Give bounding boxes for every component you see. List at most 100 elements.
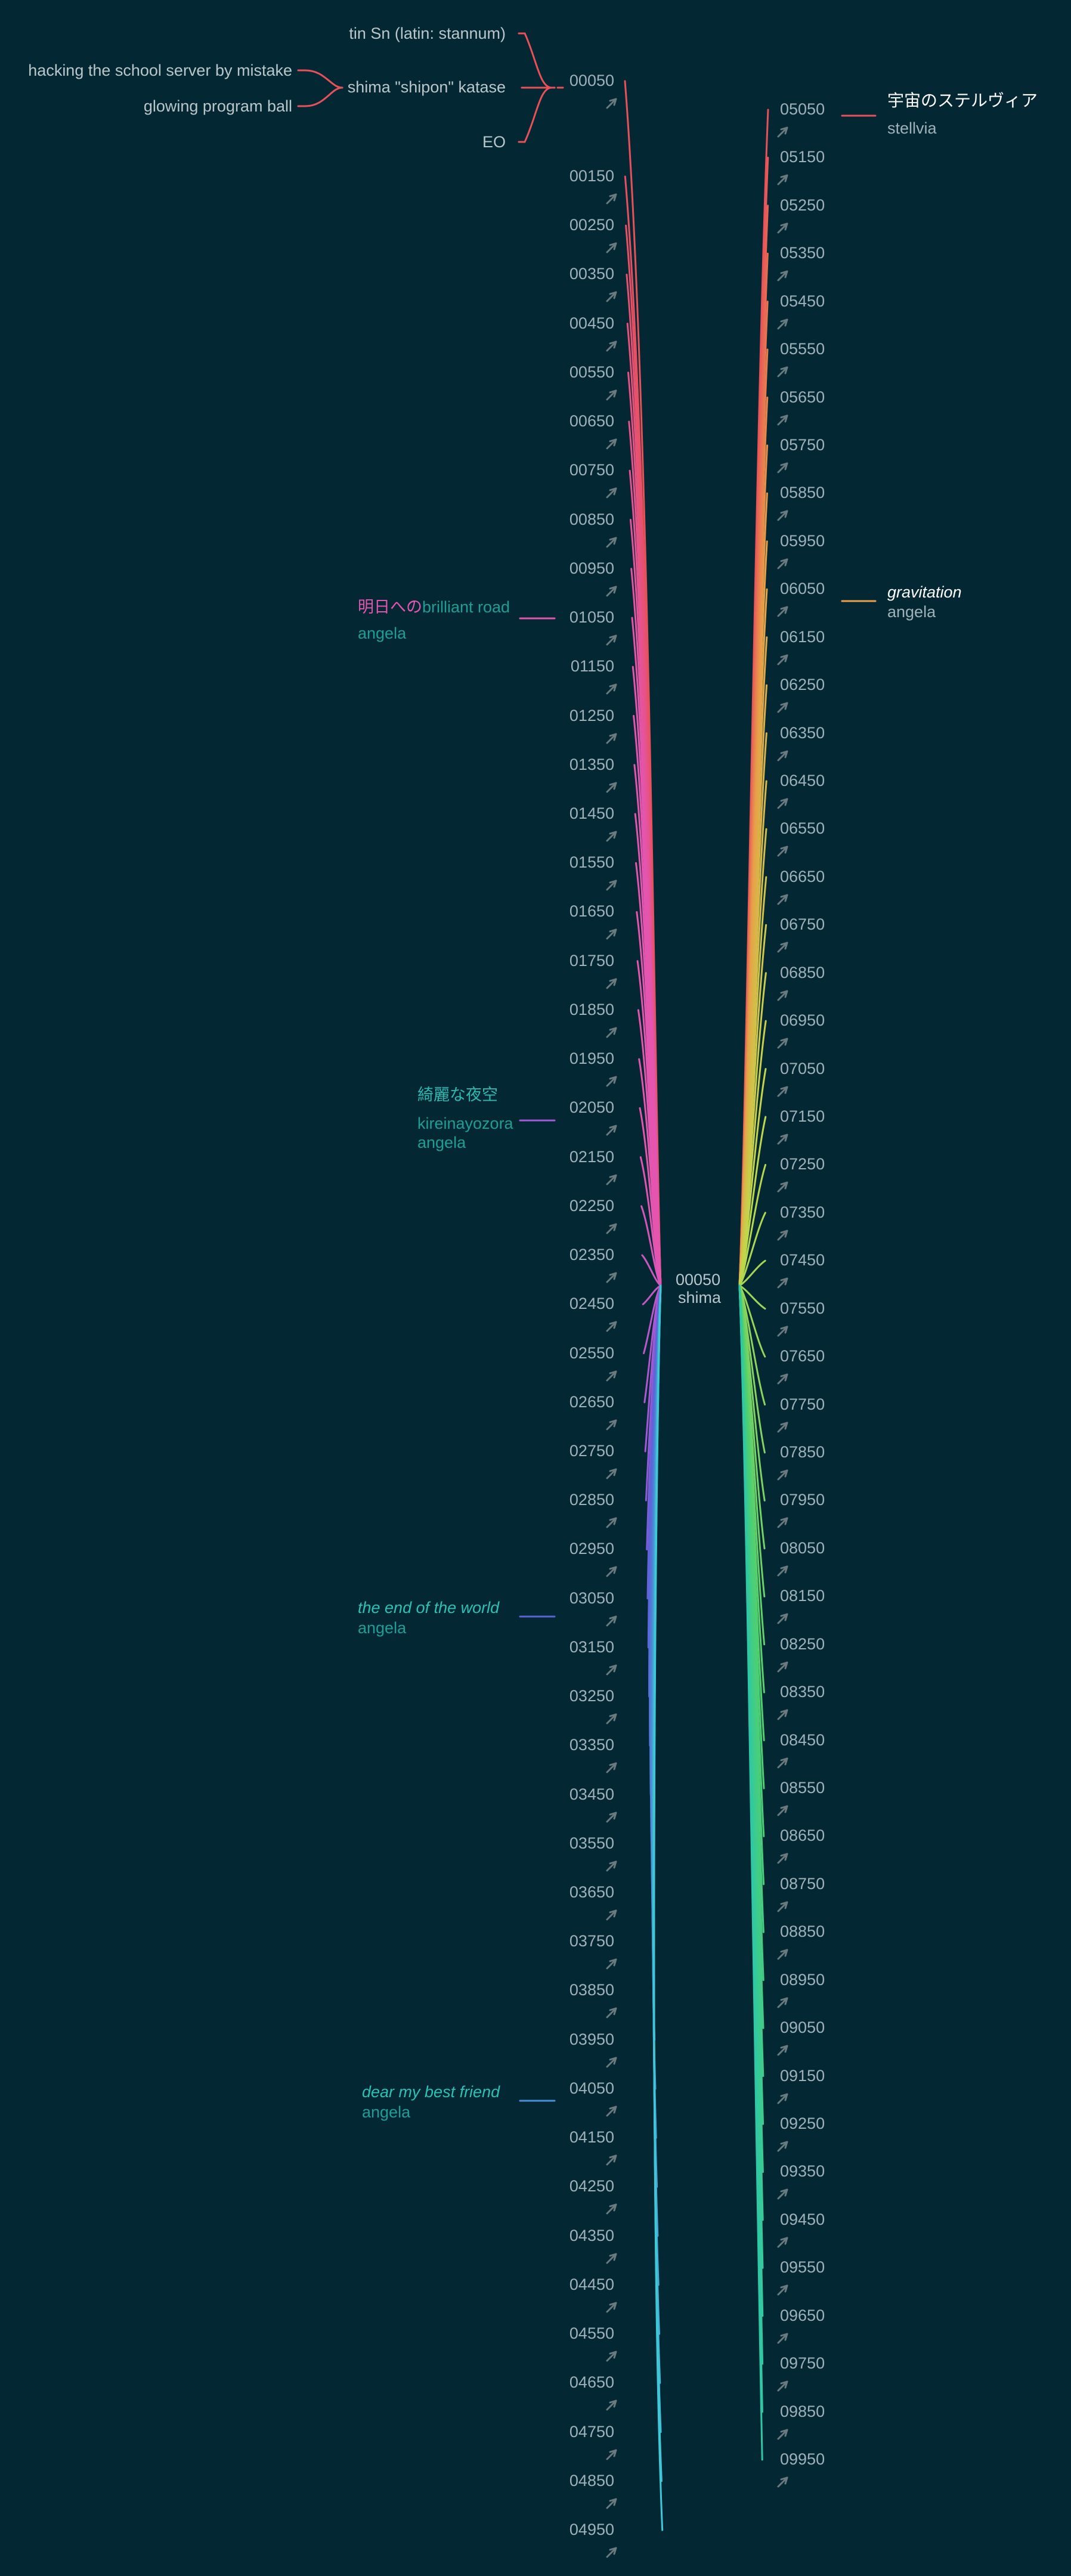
left-node-02050[interactable]: 02050 <box>569 1098 614 1117</box>
left-node-03450[interactable]: 03450 <box>569 1785 614 1803</box>
left-node-04050-link-icon[interactable] <box>605 2104 618 2117</box>
left-node-02350-link-icon[interactable] <box>605 1271 618 1284</box>
left-node-02450-link-icon[interactable] <box>605 1320 618 1333</box>
right-node-07250[interactable]: 07250 <box>780 1155 825 1174</box>
right-node-06650-link-icon[interactable] <box>776 893 790 906</box>
left-node-00550[interactable]: 00550 <box>569 363 614 381</box>
left-node-01950-link-icon[interactable] <box>605 1075 618 1088</box>
right-node-05250-link-icon[interactable] <box>776 221 790 234</box>
right-node-09450[interactable]: 09450 <box>780 2210 825 2228</box>
left-node-03050[interactable]: 03050 <box>569 1589 614 1607</box>
right-node-09750-link-icon[interactable] <box>776 2379 790 2392</box>
left-node-02250-link-icon[interactable] <box>605 1222 618 1235</box>
left-node-04650-link-icon[interactable] <box>605 2398 618 2411</box>
left-node-03650[interactable]: 03650 <box>569 1883 614 1902</box>
right-node-07250-link-icon[interactable] <box>776 1180 790 1193</box>
right-node-05150-link-icon[interactable] <box>776 173 790 186</box>
left-node-02050-link-icon[interactable] <box>605 1123 618 1137</box>
right-node-05950-link-icon[interactable] <box>776 557 790 570</box>
left-node-00150-link-icon[interactable] <box>605 192 618 205</box>
left-node-01750[interactable]: 01750 <box>569 951 614 970</box>
left-node-03650-link-icon[interactable] <box>605 1908 618 1921</box>
right-node-08650[interactable]: 08650 <box>780 1826 825 1845</box>
right-node-09350-link-icon[interactable] <box>776 2187 790 2200</box>
right-node-08750-link-icon[interactable] <box>776 1900 790 1913</box>
right-node-09250-link-icon[interactable] <box>776 2140 790 2153</box>
right-node-07550[interactable]: 07550 <box>780 1299 825 1317</box>
right-node-08450[interactable]: 08450 <box>780 1730 825 1749</box>
right-node-09850-link-icon[interactable] <box>776 2428 790 2441</box>
left-node-04550[interactable]: 04550 <box>569 2324 614 2343</box>
right-node-08150-link-icon[interactable] <box>776 1612 790 1625</box>
left-node-02850-link-icon[interactable] <box>605 1516 618 1529</box>
right-node-09350[interactable]: 09350 <box>780 2162 825 2181</box>
left-node-01450[interactable]: 01450 <box>569 804 614 822</box>
right-node-08950[interactable]: 08950 <box>780 1970 825 1989</box>
right-node-08350-link-icon[interactable] <box>776 1708 790 1721</box>
left-node-03350-link-icon[interactable] <box>605 1761 618 1774</box>
left-node-02150-link-icon[interactable] <box>605 1173 618 1186</box>
left-node-04050[interactable]: 04050 <box>569 2079 614 2097</box>
right-node-05950[interactable]: 05950 <box>780 531 825 550</box>
right-node-06550[interactable]: 06550 <box>780 819 825 838</box>
left-node-00550-link-icon[interactable] <box>605 388 618 401</box>
right-node-08850-link-icon[interactable] <box>776 1948 790 1961</box>
left-node-02850[interactable]: 02850 <box>569 1491 614 1509</box>
left-node-01050[interactable]: 01050 <box>569 608 614 627</box>
left-node-04150-link-icon[interactable] <box>605 2153 618 2166</box>
right-node-08750[interactable]: 08750 <box>780 1874 825 1893</box>
right-node-08150[interactable]: 08150 <box>780 1587 825 1605</box>
right-node-09050-link-icon[interactable] <box>776 2044 790 2057</box>
left-node-02650[interactable]: 02650 <box>569 1392 614 1411</box>
right-node-05850[interactable]: 05850 <box>780 484 825 502</box>
right-node-06850-link-icon[interactable] <box>776 989 790 1002</box>
right-node-05550[interactable]: 05550 <box>780 340 825 358</box>
left-node-03250-link-icon[interactable] <box>605 1712 618 1725</box>
right-node-08550-link-icon[interactable] <box>776 1804 790 1817</box>
right-node-06450[interactable]: 06450 <box>780 772 825 789</box>
right-node-07750[interactable]: 07750 <box>780 1395 825 1413</box>
right-node-07850-link-icon[interactable] <box>776 1468 790 1481</box>
right-node-05450-link-icon[interactable] <box>776 317 790 330</box>
left-node-00750[interactable]: 00750 <box>569 461 614 479</box>
right-node-07150-link-icon[interactable] <box>776 1132 790 1145</box>
left-node-03150-link-icon[interactable] <box>605 1663 618 1676</box>
right-node-06750[interactable]: 06750 <box>780 915 825 934</box>
left-node-00650[interactable]: 00650 <box>569 412 614 431</box>
left-node-01450-link-icon[interactable] <box>605 829 618 843</box>
right-node-06550-link-icon[interactable] <box>776 844 790 857</box>
right-node-06650[interactable]: 06650 <box>780 867 825 886</box>
right-node-07650[interactable]: 07650 <box>780 1347 825 1366</box>
right-node-06750-link-icon[interactable] <box>776 940 790 953</box>
left-node-01550[interactable]: 01550 <box>569 853 614 872</box>
right-node-07950[interactable]: 07950 <box>780 1491 825 1509</box>
left-node-01250[interactable]: 01250 <box>569 706 614 724</box>
right-node-06150[interactable]: 06150 <box>780 627 825 646</box>
right-node-05050-link-icon[interactable] <box>776 125 790 138</box>
right-node-09550-link-icon[interactable] <box>776 2283 790 2296</box>
right-node-09650-link-icon[interactable] <box>776 2332 790 2345</box>
left-node-03750[interactable]: 03750 <box>569 1932 614 1950</box>
left-node-04950[interactable]: 04950 <box>569 2521 614 2538</box>
left-node-01150-link-icon[interactable] <box>605 682 618 695</box>
right-node-08650-link-icon[interactable] <box>776 1852 790 1865</box>
right-node-07050-link-icon[interactable] <box>776 1085 790 1098</box>
right-node-07550-link-icon[interactable] <box>776 1324 790 1337</box>
left-node-00450[interactable]: 00450 <box>569 314 614 332</box>
right-node-07750-link-icon[interactable] <box>776 1420 790 1433</box>
right-node-08550[interactable]: 08550 <box>780 1779 825 1797</box>
left-node-03450-link-icon[interactable] <box>605 1810 618 1823</box>
left-node-00850-link-icon[interactable] <box>605 535 618 549</box>
left-node-04750-link-icon[interactable] <box>605 2448 618 2461</box>
left-node-01550-link-icon[interactable] <box>605 878 618 891</box>
right-node-09250[interactable]: 09250 <box>780 2114 825 2132</box>
left-node-00450-link-icon[interactable] <box>605 339 618 352</box>
left-node-04350[interactable]: 04350 <box>569 2226 614 2244</box>
left-node-01650-link-icon[interactable] <box>605 927 618 940</box>
right-node-05750-link-icon[interactable] <box>776 461 790 474</box>
left-node-04250-link-icon[interactable] <box>605 2202 618 2215</box>
right-node-07450-link-icon[interactable] <box>776 1276 790 1289</box>
left-node-00050-link-icon[interactable] <box>605 97 618 110</box>
left-node-01250-link-icon[interactable] <box>605 732 618 745</box>
right-node-09550[interactable]: 09550 <box>780 2258 825 2277</box>
